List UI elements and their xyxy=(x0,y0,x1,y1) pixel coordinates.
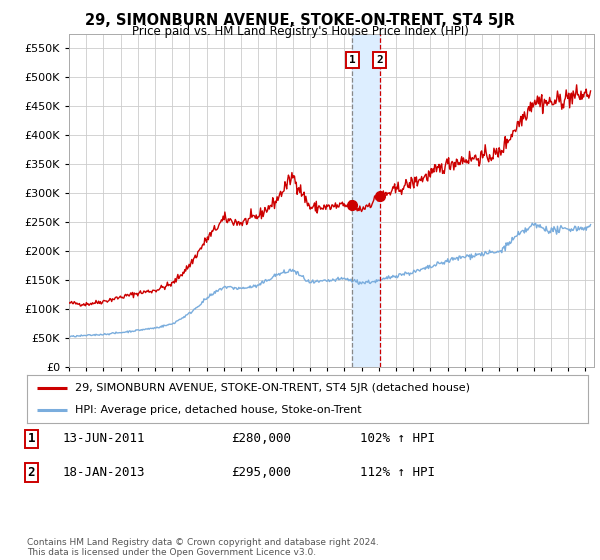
Text: Contains HM Land Registry data © Crown copyright and database right 2024.
This d: Contains HM Land Registry data © Crown c… xyxy=(27,538,379,557)
Text: 1: 1 xyxy=(349,55,356,64)
Text: £295,000: £295,000 xyxy=(231,466,291,479)
Text: HPI: Average price, detached house, Stoke-on-Trent: HPI: Average price, detached house, Stok… xyxy=(74,405,361,415)
Text: 2: 2 xyxy=(376,55,383,64)
Text: 112% ↑ HPI: 112% ↑ HPI xyxy=(360,466,435,479)
Text: 29, SIMONBURN AVENUE, STOKE-ON-TRENT, ST4 5JR: 29, SIMONBURN AVENUE, STOKE-ON-TRENT, ST… xyxy=(85,13,515,28)
Text: 102% ↑ HPI: 102% ↑ HPI xyxy=(360,432,435,445)
Text: 1: 1 xyxy=(28,432,35,445)
Bar xyxy=(352,34,380,367)
Text: 18-JAN-2013: 18-JAN-2013 xyxy=(63,466,146,479)
Text: Price paid vs. HM Land Registry's House Price Index (HPI): Price paid vs. HM Land Registry's House … xyxy=(131,25,469,38)
Text: 29, SIMONBURN AVENUE, STOKE-ON-TRENT, ST4 5JR (detached house): 29, SIMONBURN AVENUE, STOKE-ON-TRENT, ST… xyxy=(74,383,470,393)
Text: 13-JUN-2011: 13-JUN-2011 xyxy=(63,432,146,445)
Text: 2: 2 xyxy=(28,466,35,479)
Text: £280,000: £280,000 xyxy=(231,432,291,445)
